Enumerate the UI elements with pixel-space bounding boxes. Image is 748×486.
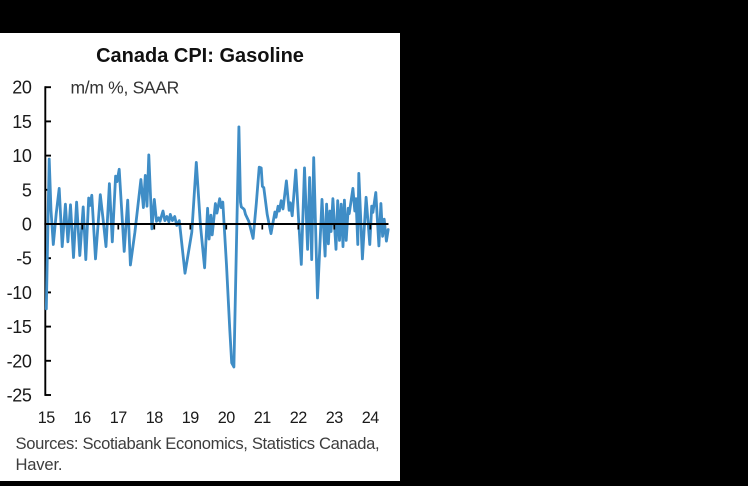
svg-text:-10: -10 [7, 283, 32, 303]
svg-text:17: 17 [110, 409, 128, 427]
svg-text:Canada CPI: Gasoline: Canada CPI: Gasoline [96, 45, 304, 67]
svg-text:19: 19 [182, 409, 200, 427]
svg-text:24: 24 [362, 409, 380, 427]
svg-text:-20: -20 [7, 351, 32, 371]
svg-text:10: 10 [12, 146, 32, 166]
svg-text:Sources: Scotiabank Economics,: Sources: Scotiabank Economics, Statistic… [16, 434, 380, 453]
svg-text:m/m %, SAAR: m/m %, SAAR [71, 78, 180, 98]
svg-text:16: 16 [74, 409, 92, 427]
svg-text:-5: -5 [16, 249, 32, 269]
svg-text:21: 21 [254, 409, 272, 427]
svg-text:15: 15 [12, 112, 32, 132]
svg-text:20: 20 [12, 78, 32, 98]
svg-text:15: 15 [38, 409, 56, 427]
svg-text:-15: -15 [7, 317, 32, 337]
svg-text:18: 18 [146, 409, 164, 427]
svg-text:20: 20 [218, 409, 236, 427]
svg-text:23: 23 [326, 409, 344, 427]
svg-text:-25: -25 [7, 386, 32, 406]
svg-text:22: 22 [290, 409, 308, 427]
svg-text:0: 0 [22, 215, 32, 235]
svg-text:Haver.: Haver. [16, 455, 63, 474]
svg-text:5: 5 [22, 180, 32, 200]
